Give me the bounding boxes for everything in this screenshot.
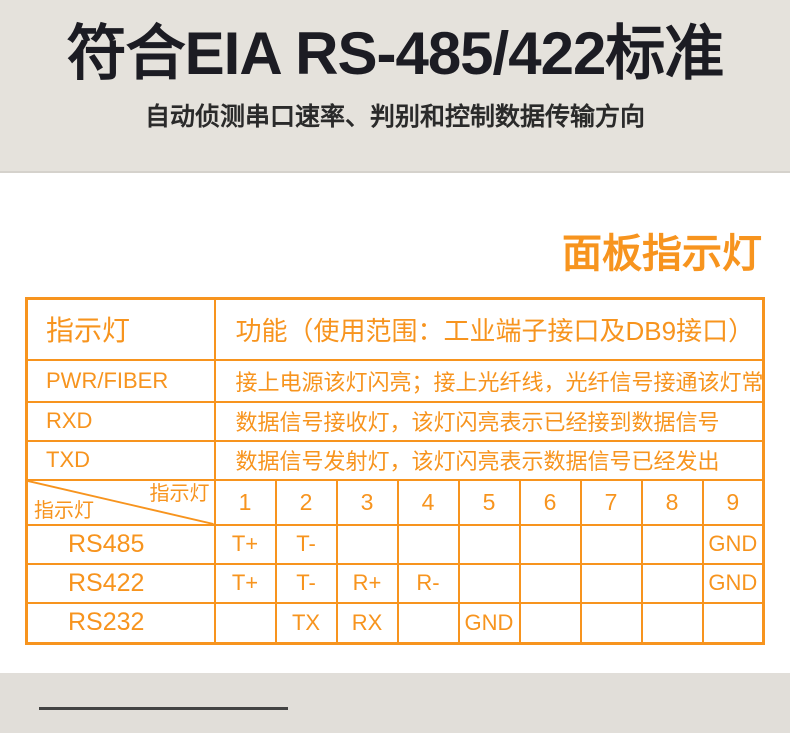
pin-number: 3 (335, 478, 399, 526)
indicator-label: RXD (25, 400, 216, 442)
pin-value: T- (274, 523, 338, 565)
pin-row-rs232: RS232 TX RX GND (25, 601, 765, 645)
table-row: RXD 数据信号接收灯，该灯闪亮表示已经接到数据信号 (25, 400, 765, 442)
pin-value (640, 562, 704, 604)
pin-value (518, 523, 582, 565)
section-title-panel-indicators: 面板指示灯 (562, 232, 762, 276)
pin-value (701, 601, 765, 645)
pin-value (457, 562, 521, 604)
indicator-pin-table: 指示灯 功能（使用范围：工业端子接口及DB9接口） PWR/FIBER 接上电源… (25, 297, 766, 645)
corner-label-bottom-left: 指示灯 (34, 499, 94, 522)
pin-value (457, 523, 521, 565)
pin-value: T+ (213, 523, 277, 565)
diagonal-corner-cell: 指示灯 指示灯 (25, 478, 216, 526)
pin-value: TX (274, 601, 338, 645)
table-row: TXD 数据信号发射灯，该灯闪亮表示数据信号已经发出 (25, 439, 765, 481)
pin-number: 6 (518, 478, 582, 526)
protocol-label: RS485 (25, 523, 216, 565)
indicator-description: 接上电源该灯闪亮；接上光纤线，光纤信号接通该灯常亮 (213, 358, 765, 403)
pin-value (640, 601, 704, 645)
pin-value (579, 562, 643, 604)
pin-value (396, 523, 460, 565)
pin-value: GND (457, 601, 521, 645)
table-row: PWR/FIBER 接上电源该灯闪亮；接上光纤线，光纤信号接通该灯常亮 (25, 358, 765, 403)
pin-number: 5 (457, 478, 521, 526)
footer-divider (39, 707, 288, 710)
pin-header-row: 指示灯 指示灯 1 2 3 4 5 6 7 8 9 (25, 478, 765, 526)
pin-number: 7 (579, 478, 643, 526)
diagonal-line (28, 481, 213, 523)
corner-label-top-right: 指示灯 (149, 482, 210, 505)
pin-number: 1 (213, 478, 277, 526)
pin-row-rs485: RS485 T+ T- GND (25, 523, 765, 565)
indicator-header-cell: 指示灯 (25, 297, 216, 361)
footer-band (0, 673, 790, 733)
pin-value: GND (701, 523, 765, 565)
pin-value: T+ (213, 562, 277, 604)
pin-value (640, 523, 704, 565)
pin-number: 4 (396, 478, 460, 526)
pin-value (396, 601, 460, 645)
pin-value: RX (335, 601, 399, 645)
indicator-label: PWR/FIBER (25, 358, 216, 403)
pin-value (579, 523, 643, 565)
pin-value (518, 562, 582, 604)
table-row: 指示灯 功能（使用范围：工业端子接口及DB9接口） (25, 297, 765, 361)
indicator-description: 数据信号发射灯，该灯闪亮表示数据信号已经发出 (213, 439, 765, 481)
pin-value: R- (396, 562, 460, 604)
pin-value (213, 601, 277, 645)
pin-value (518, 601, 582, 645)
protocol-label: RS232 (25, 601, 216, 645)
pin-value: GND (701, 562, 765, 604)
indicator-label: TXD (25, 439, 216, 481)
protocol-label: RS422 (25, 562, 216, 604)
page-title: 符合EIA RS-485/422标准 (66, 20, 725, 87)
hero-banner: 符合EIA RS-485/422标准 自动侦测串口速率、判别和控制数据传输方向 (0, 0, 790, 173)
pin-value (579, 601, 643, 645)
page-subtitle: 自动侦测串口速率、判别和控制数据传输方向 (144, 103, 645, 131)
pin-number: 9 (701, 478, 765, 526)
pin-row-rs422: RS422 T+ T- R+ R- GND (25, 562, 765, 604)
pin-value (335, 523, 399, 565)
pin-number: 8 (640, 478, 704, 526)
indicator-description: 数据信号接收灯，该灯闪亮表示已经接到数据信号 (213, 400, 765, 442)
pin-value: T- (274, 562, 338, 604)
function-header-cell: 功能（使用范围：工业端子接口及DB9接口） (213, 297, 765, 361)
pin-value: R+ (335, 562, 399, 604)
pin-number: 2 (274, 478, 338, 526)
